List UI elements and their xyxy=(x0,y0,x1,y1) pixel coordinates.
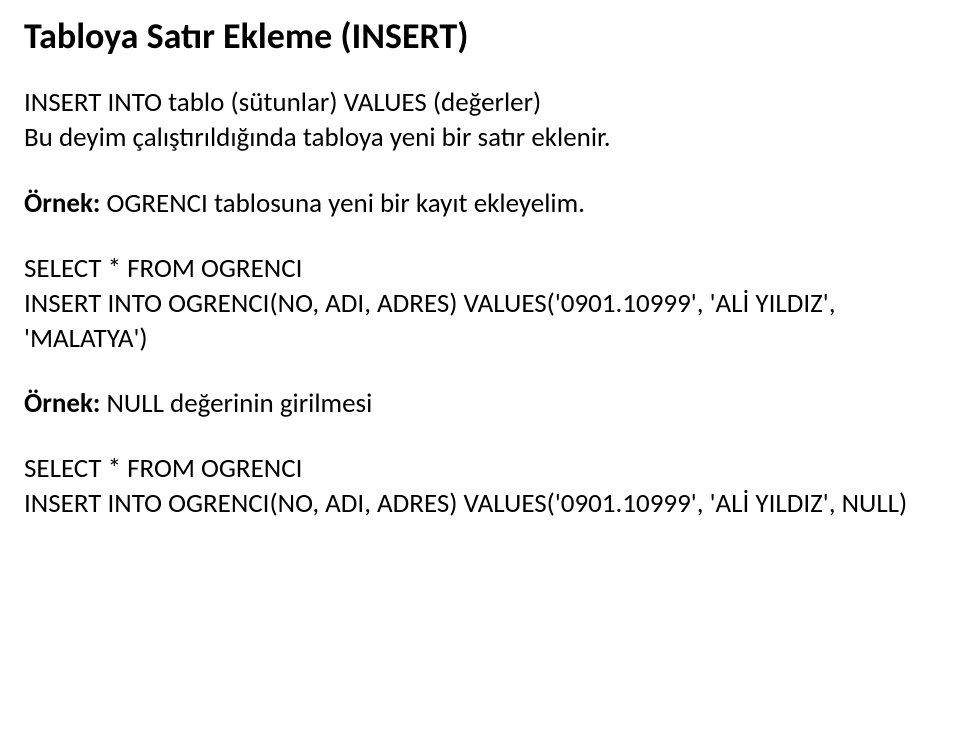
example-1-code-line-1: SELECT * FROM OGRENCI xyxy=(24,252,302,285)
example-2-code-line-1: SELECT * FROM OGRENCI xyxy=(24,452,302,485)
example-1-heading: Örnek: OGRENCI tablosuna yeni bir kayıt … xyxy=(24,186,936,221)
example-2-code: SELECT * FROM OGRENCI INSERT INTO OGRENC… xyxy=(24,451,936,521)
intro-paragraph: INSERT INTO tablo (sütunlar) VALUES (değ… xyxy=(24,85,936,155)
example-1-code-line-2: INSERT INTO OGRENCI(NO, ADI, ADRES) VALU… xyxy=(24,287,835,355)
example-1-label: Örnek: xyxy=(24,187,100,220)
example-1-code: SELECT * FROM OGRENCI INSERT INTO OGRENC… xyxy=(24,251,936,356)
intro-line-2: Bu deyim çalıştırıldığında tabloya yeni … xyxy=(24,121,611,154)
example-1-desc: OGRENCI tablosuna yeni bir kayıt ekleyel… xyxy=(100,187,585,220)
page-title: Tabloya Satır Ekleme (INSERT) xyxy=(24,16,936,57)
document-page: Tabloya Satır Ekleme (INSERT) INSERT INT… xyxy=(0,0,960,545)
example-2-heading: Örnek: NULL değerinin girilmesi xyxy=(24,386,936,421)
example-2-code-line-2: INSERT INTO OGRENCI(NO, ADI, ADRES) VALU… xyxy=(24,487,907,520)
intro-line-1: INSERT INTO tablo (sütunlar) VALUES (değ… xyxy=(24,86,541,119)
example-2-label: Örnek: xyxy=(24,387,100,420)
example-2-desc: NULL değerinin girilmesi xyxy=(100,387,372,420)
